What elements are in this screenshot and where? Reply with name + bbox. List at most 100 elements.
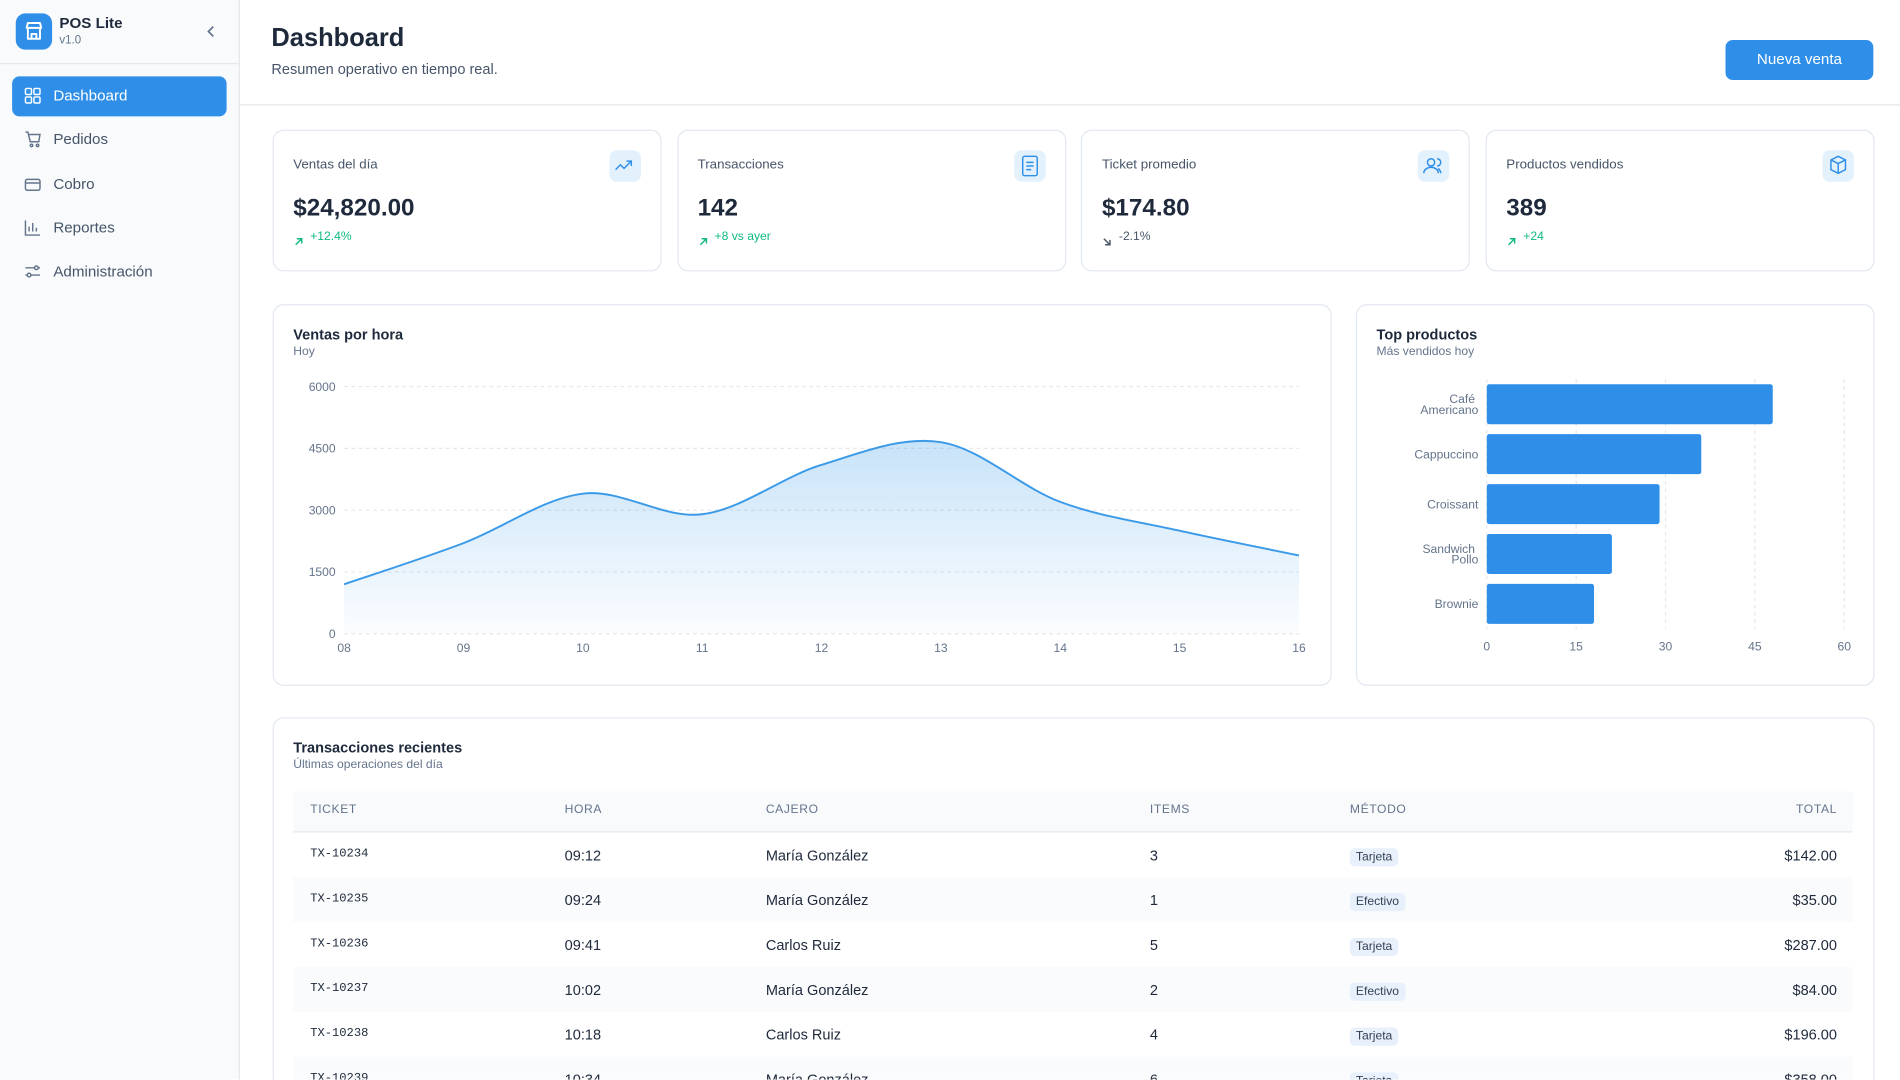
x-tick-label: 45 bbox=[1748, 640, 1762, 654]
y-tick-label: 3000 bbox=[309, 503, 336, 517]
kpi-change: +24 bbox=[1523, 230, 1544, 244]
cell: $35.00 bbox=[1792, 891, 1837, 909]
y-tick-label: 6000 bbox=[309, 380, 336, 394]
table-header: TICKET HORA CAJERO ITEMS MÉTODO TOTAL bbox=[293, 791, 1853, 833]
nav-label: Administración bbox=[53, 263, 153, 281]
cell: 5 bbox=[1149, 936, 1159, 954]
cell: $196.00 bbox=[1784, 1026, 1837, 1044]
line bbox=[343, 439, 1300, 586]
x-tick-label: 12 bbox=[815, 641, 829, 655]
cell: 1 bbox=[1149, 891, 1159, 909]
chart-card: Top productos Más vendidos hoy 0 15 30 45 60… bbox=[1355, 304, 1875, 686]
cell: 09:24 bbox=[564, 891, 602, 909]
table-title: Transacciones recientes bbox=[293, 739, 463, 757]
cell: Tarjeta bbox=[1349, 1026, 1399, 1046]
trend-icon bbox=[698, 231, 709, 253]
label-line: Croissant bbox=[1427, 497, 1479, 511]
label-line: Americano bbox=[1420, 403, 1478, 417]
ticket-id: TX-10236 bbox=[310, 937, 369, 952]
sidebar: POS Lite v1.0 Dashboard Pedidos Cobro Repor… bbox=[0, 0, 240, 1080]
method-badge: Efectivo bbox=[1349, 893, 1406, 912]
new-sale-button[interactable]: Nueva venta bbox=[1725, 39, 1874, 80]
cell: Tarjeta bbox=[1349, 847, 1399, 867]
trend-icon bbox=[293, 231, 304, 253]
kpi-value: 389 bbox=[1506, 195, 1547, 222]
trend-icon bbox=[1102, 231, 1113, 253]
x-tick-label: 15 bbox=[1569, 640, 1583, 654]
kpi-card: Ventas del día $24,820.00 +12.4% bbox=[272, 129, 662, 272]
bar bbox=[1486, 384, 1773, 425]
chart: 0 15 30 45 60 Café Americano Cappuccino Croissa… bbox=[1414, 379, 1851, 654]
cell: $358.00 bbox=[1784, 1071, 1837, 1080]
ticket-id: TX-10238 bbox=[310, 1027, 369, 1041]
nav-label: Pedidos bbox=[53, 131, 109, 149]
cell: 09:12 bbox=[564, 847, 602, 864]
kpi-card: Transacciones 142 +8 vs ayer bbox=[676, 129, 1066, 272]
x-tick-label: 15 bbox=[1173, 641, 1187, 655]
column-header: CAJERO bbox=[765, 803, 819, 817]
y-tick-label: Cappuccino bbox=[1414, 447, 1478, 461]
kpi-icon bbox=[1822, 150, 1855, 182]
kpi-change: -2.1% bbox=[1118, 230, 1151, 244]
label-line: Sandwich bbox=[1422, 542, 1478, 556]
kpi-card: Ticket promedio $174.80 -2.1% bbox=[1081, 129, 1471, 272]
kpi-label: Ventas del día bbox=[293, 157, 378, 173]
cell: Carlos Ruiz bbox=[765, 936, 841, 954]
divider bbox=[0, 63, 239, 65]
label-line: Café bbox=[1449, 392, 1478, 406]
table-row: TX-10235 09:24 María González 1 Efectivo $35.… bbox=[293, 877, 1853, 923]
bar bbox=[1486, 534, 1612, 574]
label-line: Cappuccino bbox=[1414, 447, 1478, 461]
kpi-value: 142 bbox=[697, 195, 739, 222]
kpi-label: Transacciones bbox=[697, 157, 784, 173]
column-header: HORA bbox=[564, 803, 603, 817]
table-row: TX-10236 09:41 Carlos Ruiz 5 Tarjeta $287.00 bbox=[293, 922, 1853, 967]
x-tick-label: 11 bbox=[696, 641, 709, 655]
table-card: Transacciones recientes Últimas operacio… bbox=[272, 717, 1875, 1080]
nav-item[interactable]: Dashboard bbox=[12, 76, 227, 117]
x-tick-label: 30 bbox=[1659, 640, 1673, 654]
method-badge: Efectivo bbox=[1349, 982, 1406, 1001]
chart: 0 1500 3000 4500 6000 08 09 10 11 12 13 14 15 16 bbox=[309, 380, 1306, 655]
kpi-icon bbox=[609, 150, 642, 182]
collapse-button[interactable] bbox=[204, 24, 219, 39]
column-header: MÉTODO bbox=[1349, 803, 1407, 817]
area bbox=[344, 440, 1299, 634]
table-row: TX-10237 10:02 María González 2 Efectivo $84.… bbox=[293, 966, 1853, 1012]
nav-item[interactable]: Cobro bbox=[12, 164, 226, 204]
cell: María González bbox=[765, 891, 869, 909]
cell: Tarjeta bbox=[1349, 1071, 1399, 1080]
x-tick-label: 13 bbox=[934, 641, 948, 655]
kpi-change: +8 vs ayer bbox=[714, 230, 771, 244]
app-version: v1.0 bbox=[59, 33, 82, 48]
ticket-id: TX-10237 bbox=[310, 982, 369, 997]
x-tick-label: 09 bbox=[457, 641, 471, 655]
chart-subtitle: Más vendidos hoy bbox=[1376, 345, 1475, 359]
logo bbox=[15, 13, 53, 50]
cell: 10:34 bbox=[564, 1071, 602, 1080]
column-header: TOTAL bbox=[1796, 803, 1837, 817]
x-tick-label: 0 bbox=[1483, 640, 1490, 654]
bar bbox=[1486, 434, 1702, 475]
ticket-id: TX-10235 bbox=[310, 893, 369, 907]
page-title: Dashboard bbox=[271, 24, 405, 53]
kpi-label: Productos vendidos bbox=[1506, 157, 1624, 173]
kpi-value: $24,820.00 bbox=[293, 195, 415, 222]
bar bbox=[1486, 484, 1660, 525]
nav-item[interactable]: Reportes bbox=[12, 208, 226, 248]
nav-item[interactable]: Pedidos bbox=[12, 120, 226, 160]
nav-item[interactable]: Administración bbox=[12, 252, 226, 292]
label-line: Brownie bbox=[1435, 597, 1479, 611]
cell: María González bbox=[765, 981, 869, 999]
x-tick-label: 16 bbox=[1292, 641, 1306, 655]
table-row: TX-10239 10:34 María González 6 Tarjeta $358.… bbox=[293, 1056, 1853, 1080]
cell: 10:18 bbox=[564, 1026, 602, 1044]
cell: 2 bbox=[1149, 981, 1159, 999]
cell: $84.00 bbox=[1792, 981, 1837, 999]
cell: $287.00 bbox=[1784, 936, 1837, 954]
column-header: TICKET bbox=[310, 803, 357, 817]
cell: 10:02 bbox=[564, 981, 602, 999]
cell: 3 bbox=[1149, 847, 1159, 864]
kpi-icon bbox=[1013, 150, 1046, 182]
